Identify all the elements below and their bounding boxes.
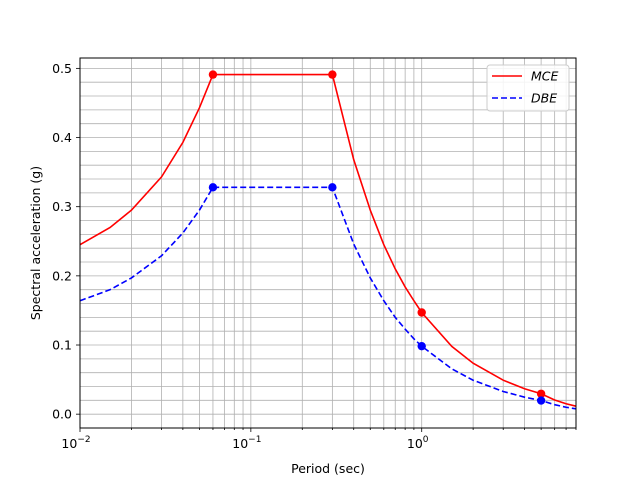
y-axis-label: Spectral acceleration (g) <box>28 166 43 320</box>
marker-dbe <box>328 183 337 192</box>
legend: MCE DBE <box>486 64 570 112</box>
x-tick-label: 10−1 <box>232 435 261 451</box>
marker-mce <box>536 389 546 398</box>
y-tick-label: 0.1 <box>52 338 72 353</box>
y-tick-label: 0.2 <box>52 268 72 283</box>
marker-mce <box>417 308 426 317</box>
marker-mce <box>328 70 337 79</box>
legend-label-dbe: DBE <box>531 91 557 106</box>
legend-label-mce: MCE <box>531 69 559 84</box>
series-line-dbe <box>79 186 577 410</box>
marker-dbe <box>208 183 218 192</box>
x-tick-label: 10−2 <box>61 435 90 451</box>
y-tick-label: 0.3 <box>52 199 72 214</box>
y-axis: 0.0 0.1 0.2 0.3 0.4 0.5 <box>52 61 80 422</box>
grid <box>79 58 577 428</box>
series-line-mce <box>79 73 577 407</box>
x-axis-label: Period (sec) <box>291 461 365 476</box>
y-tick-label: 0.5 <box>52 61 72 76</box>
x-tick-exponent: −1 <box>248 435 261 445</box>
y-tick-label: 0.4 <box>52 130 72 145</box>
axes-frame <box>79 57 577 429</box>
marker-dbe <box>536 396 546 405</box>
marker-dbe <box>417 341 426 351</box>
x-axis: 10−2 10−1 100 <box>61 428 577 451</box>
x-tick-label: 100 <box>407 435 429 451</box>
y-tick-label: 0.0 <box>52 407 72 422</box>
x-tick-exponent: 0 <box>423 435 429 445</box>
marker-mce <box>208 70 218 79</box>
x-tick-exponent: −2 <box>77 435 90 445</box>
plot-area <box>79 70 577 410</box>
